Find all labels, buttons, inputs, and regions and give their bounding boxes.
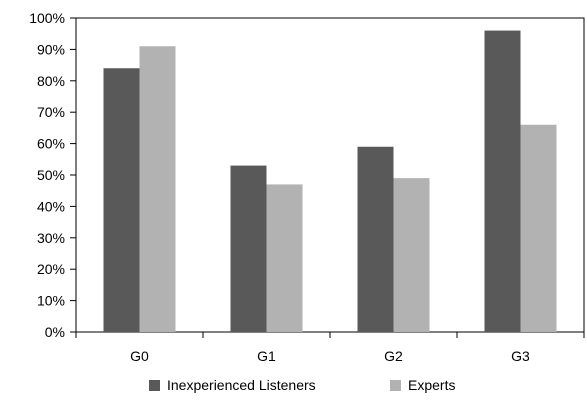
x-category-label: G0 [130,348,149,364]
legend-swatch [390,380,401,391]
x-category-label: G3 [511,348,530,364]
legend-swatch [149,380,160,391]
y-tick-label: 0% [45,324,65,340]
x-axis: G0 G1 G2 G3 [75,332,585,364]
legend-label: Experts [408,377,455,393]
bar-g3-series-1 [484,30,521,333]
y-tick-label: 90% [37,41,65,57]
y-tick-label: 40% [37,198,65,214]
bar-g3-series-2 [520,124,557,332]
x-category-label: G1 [257,348,276,364]
legend: Inexperienced Listeners Experts [149,377,455,393]
y-tick-label: 70% [37,104,65,120]
bars [103,30,557,333]
y-axis: 0% 10% 20% 30% 40% 50% 60% 70% 80% 90% 100% [29,10,76,340]
legend-label: Inexperienced Listeners [167,377,316,393]
y-tick-label: 60% [37,136,65,152]
bar-g0-series-1 [103,68,140,333]
bar-g2-series-1 [357,146,394,332]
y-tick-label: 30% [37,230,65,246]
bar-g0-series-2 [139,46,176,332]
y-tick-label: 80% [37,73,65,89]
bar-g1-series-2 [266,184,303,332]
y-tick-label: 100% [29,10,65,26]
y-tick-label: 20% [37,261,65,277]
bar-g2-series-2 [393,178,430,332]
y-tick-label: 50% [37,167,65,183]
x-category-label: G2 [384,348,403,364]
bar-g1-series-1 [230,165,267,332]
y-tick-label: 10% [37,293,65,309]
